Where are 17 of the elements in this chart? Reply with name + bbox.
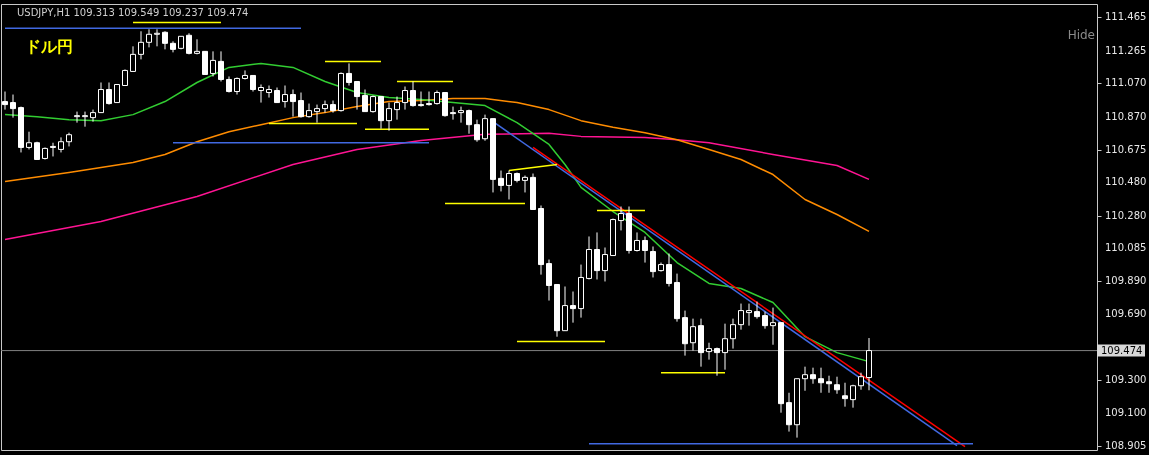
- y-tick-label: 110.675: [1105, 143, 1147, 155]
- y-tick-label: 110.280: [1105, 209, 1147, 221]
- y-tick-label: 110.870: [1105, 110, 1147, 122]
- y-tick-label: 110.085: [1105, 242, 1147, 254]
- y-tick-label: 111.465: [1105, 11, 1147, 23]
- y-tick-label: 108.905: [1105, 439, 1147, 451]
- chart-title: USDJPY,H1 109.313 109.549 109.237 109.474: [17, 7, 249, 18]
- text: ドル円: [25, 37, 73, 56]
- y-tick-label: 111.265: [1105, 44, 1147, 56]
- annotation: Hide: [1067, 28, 1095, 42]
- y-tick-label: 111.070: [1105, 77, 1147, 89]
- y-tick-label: 109.300: [1105, 373, 1147, 385]
- ref-line-label: 109.474: [1101, 344, 1143, 356]
- y-tick-label: 109.100: [1105, 407, 1147, 419]
- y-tick-label: 109.690: [1105, 308, 1147, 320]
- y-tick-label: 109.890: [1105, 274, 1147, 286]
- y-tick-label: 110.480: [1105, 176, 1147, 188]
